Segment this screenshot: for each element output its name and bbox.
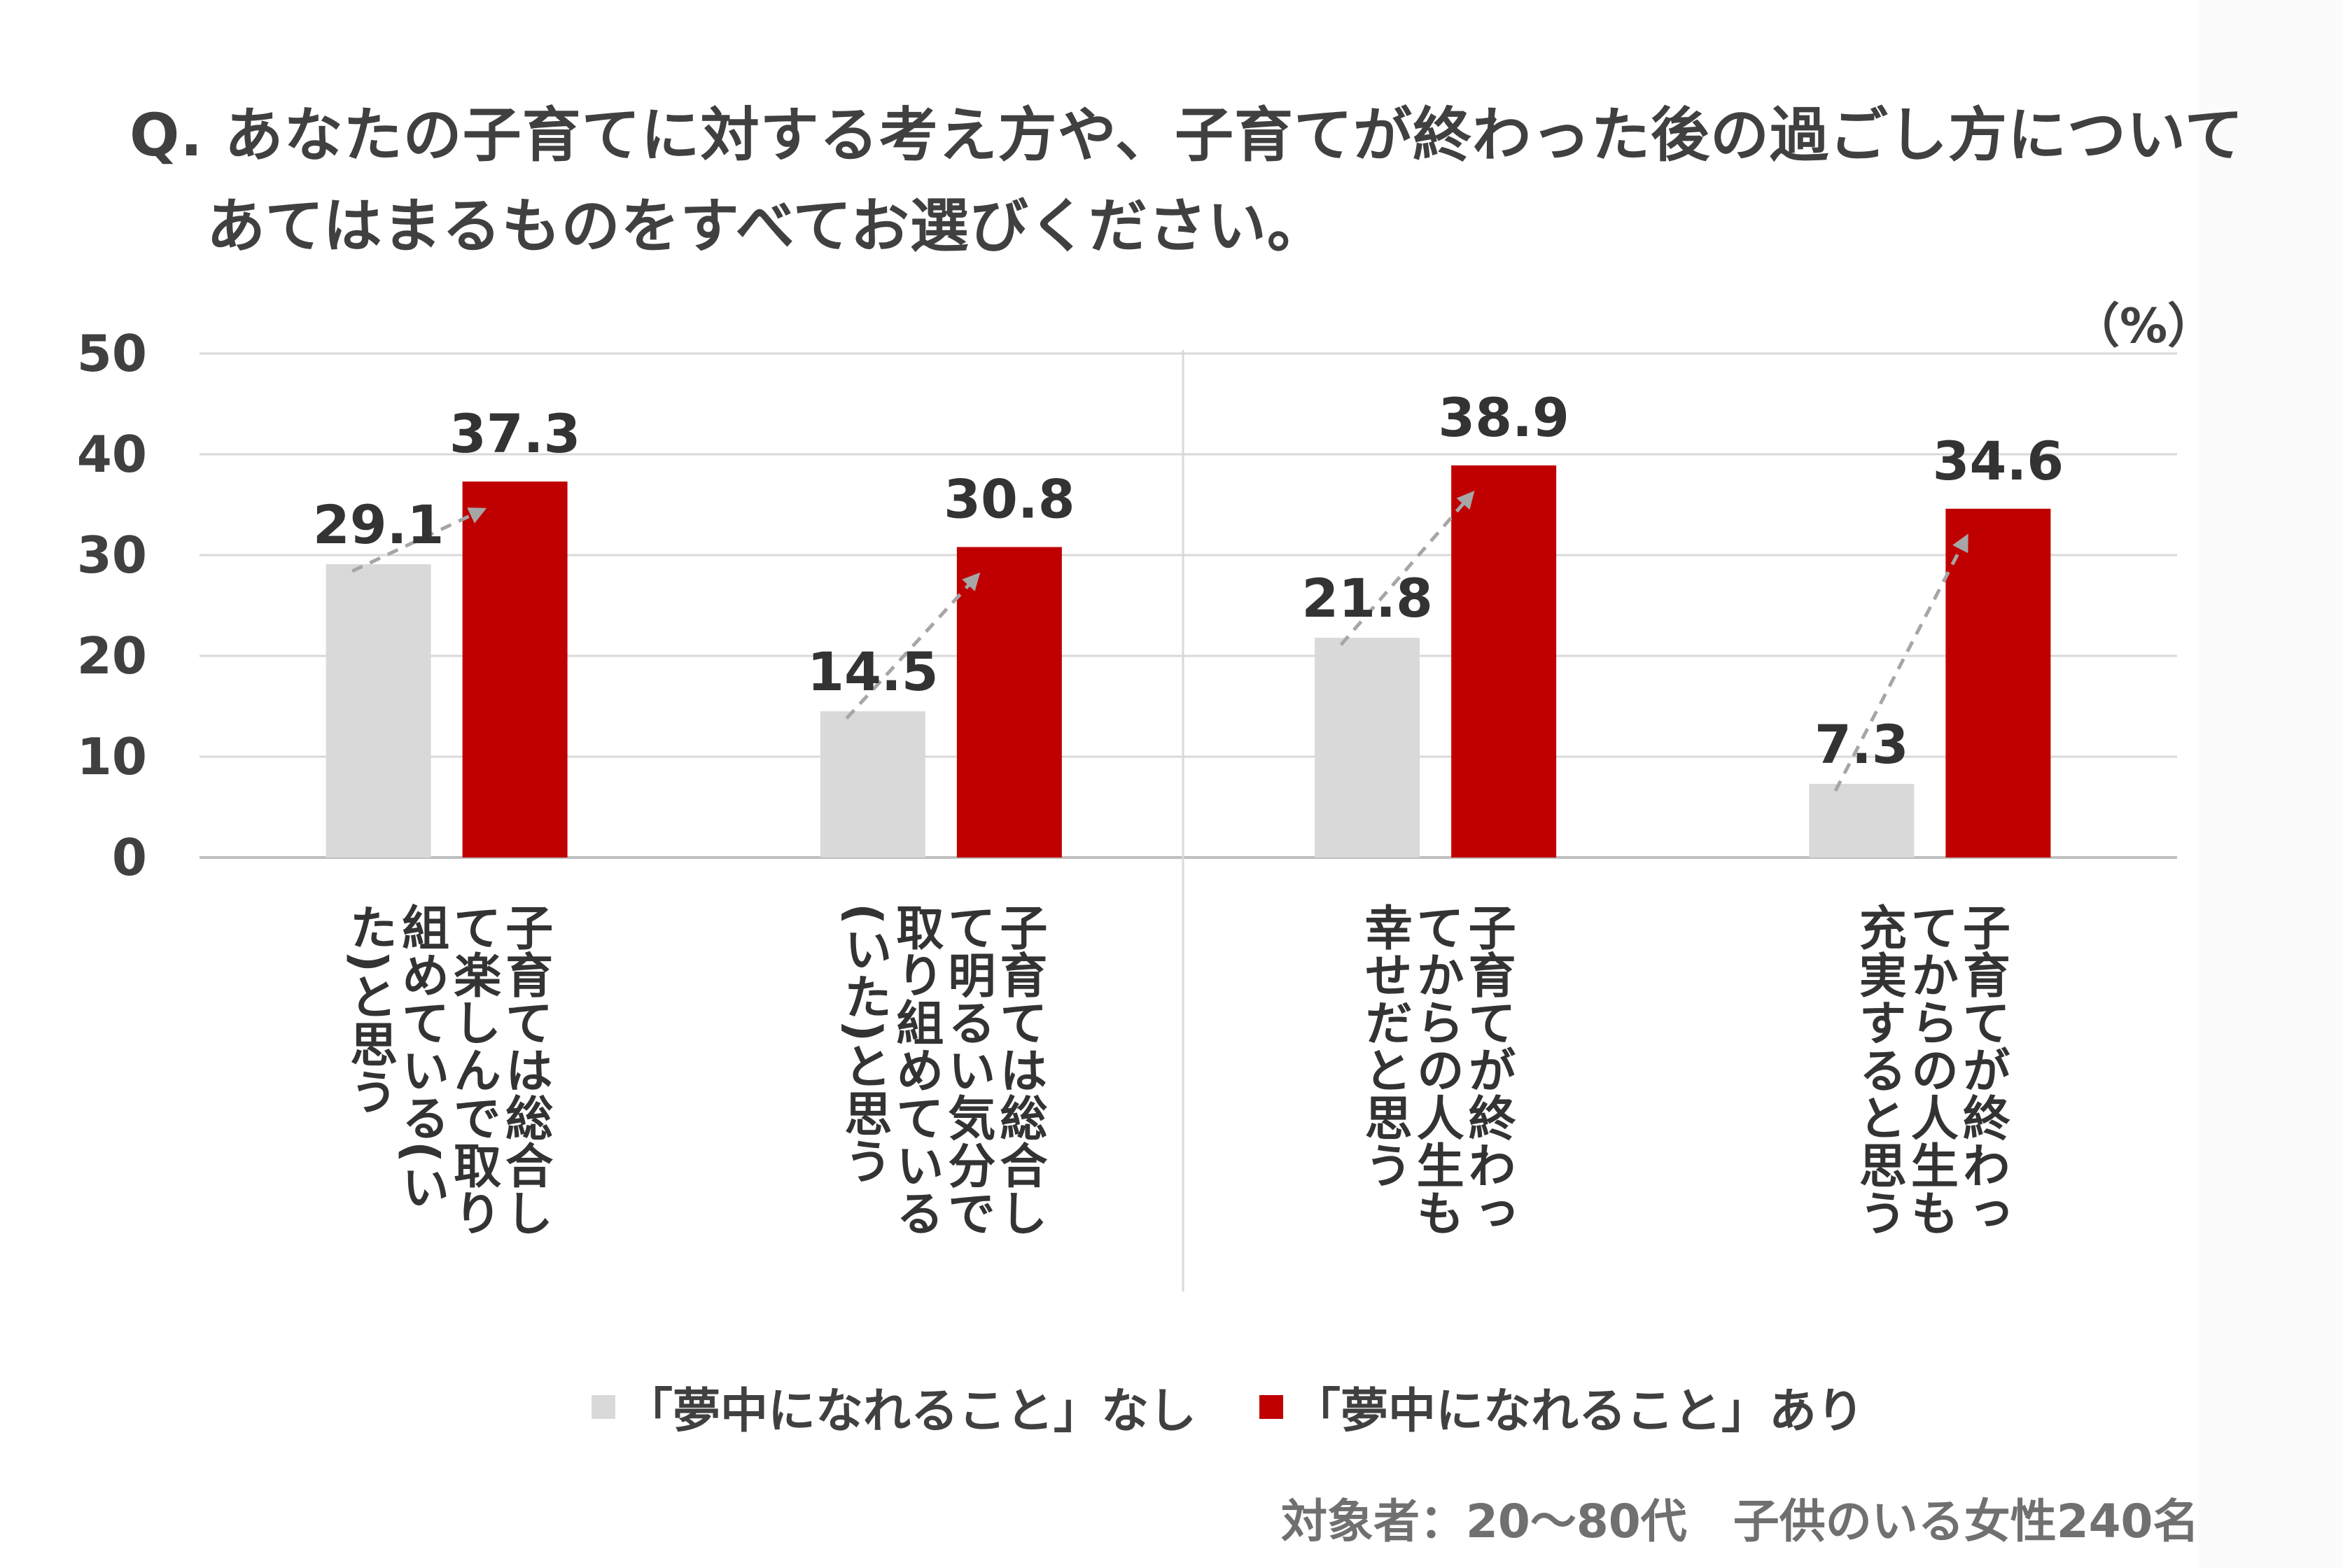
legend: 「夢中になれること」なし 「夢中になれること」あり [592,1372,1864,1441]
y-tick-label-20: 20 [77,626,147,685]
data-label-with-4: 34.6 [1933,430,2064,492]
category-label-2-line-3: 取り組めている [888,903,943,1236]
data-label-without-2: 14.5 [807,640,939,703]
legend-swatch-without [592,1394,615,1419]
bar-with-2 [956,547,1062,858]
y-tick-label-40: 40 [77,425,147,484]
y-tick-label-0: 0 [112,828,147,887]
data-label-without-4: 7.3 [1814,713,1909,776]
title-line-2: あてはまるものをすべてお選びください。 [207,192,1327,260]
category-label-2-line-2: て明るい気分で [939,903,995,1236]
data-label-with-1: 37.3 [449,402,581,465]
bar-with-1 [462,481,568,858]
category-label-3-line-2: てからの人生も [1408,903,1464,1236]
category-label-4-line-1: 子育てが終わっ [1954,903,2010,1236]
unit-label: （%） [2072,299,2216,354]
right-margin [2198,0,2343,1568]
data-label-without-3: 21.8 [1301,567,1433,629]
data-label-with-3: 38.9 [1438,386,1569,449]
category-label-1-line-2: て楽しんで取り [445,903,501,1236]
legend-item-with: 「夢中になれること」あり [1259,1372,1864,1441]
footnote: 対象者：20～80代 子供のいる女性240名 [1281,1494,2199,1548]
y-tick-label-10: 10 [77,727,147,786]
chart-title: Q. あなたの子育てに対する考え方や、子育てが終わった後の過ごし方について あて… [130,90,2244,272]
bar-without-3 [1315,638,1420,858]
legend-swatch-with [1259,1394,1284,1419]
title-line-1: Q. あなたの子育てに対する考え方や、子育てが終わった後の過ごし方について [130,101,2244,169]
bar-with-4 [1945,508,2051,858]
category-label-4-line-2: てからの人生も [1902,903,1958,1236]
bar-without-1 [326,564,431,858]
bar-without-4 [1809,783,1915,858]
category-label-1-line-4: た)と思う [342,903,397,1115]
bar-with-3 [1451,465,1557,858]
legend-item-without: 「夢中になれること」なし [592,1372,1196,1441]
trend-arrow-2 [845,572,981,720]
category-label-4-line-3: 充実すると思う [1850,903,1905,1236]
trend-arrow-4 [1833,533,1968,792]
y-tick-label-50: 50 [77,324,147,383]
category-label-1-line-1: 子育ては総合し [497,903,553,1236]
category-label-3-line-3: 幸せだと思う [1356,903,1411,1189]
bar-without-2 [820,711,925,858]
category-label-1-line-3: 組めている(い [393,903,449,1210]
data-label-with-2: 30.8 [944,468,1075,530]
trend-arrow-3 [1339,491,1475,646]
legend-label-without: 「夢中になれること」なし [625,1384,1197,1439]
category-label-2-line-4: (いた)と思う [836,903,891,1184]
data-label-without-1: 29.1 [313,493,445,556]
category-label-2-line-1: 子育ては総合し [991,903,1047,1236]
trend-arrow-1 [351,507,487,573]
legend-label-with: 「夢中になれること」あり [1293,1384,1865,1439]
y-tick-label-30: 30 [77,526,147,584]
category-label-3-line-1: 子育てが終わっ [1460,903,1516,1236]
